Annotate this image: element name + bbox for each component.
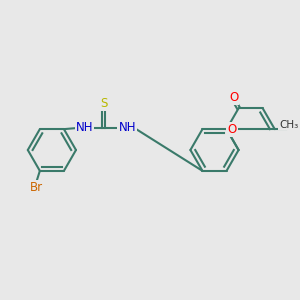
Text: CH₃: CH₃ (279, 120, 298, 130)
Text: NH: NH (118, 121, 136, 134)
Text: Br: Br (30, 181, 44, 194)
Text: S: S (100, 97, 107, 110)
Text: O: O (229, 91, 239, 104)
Text: NH: NH (76, 121, 93, 134)
Text: O: O (227, 123, 237, 136)
